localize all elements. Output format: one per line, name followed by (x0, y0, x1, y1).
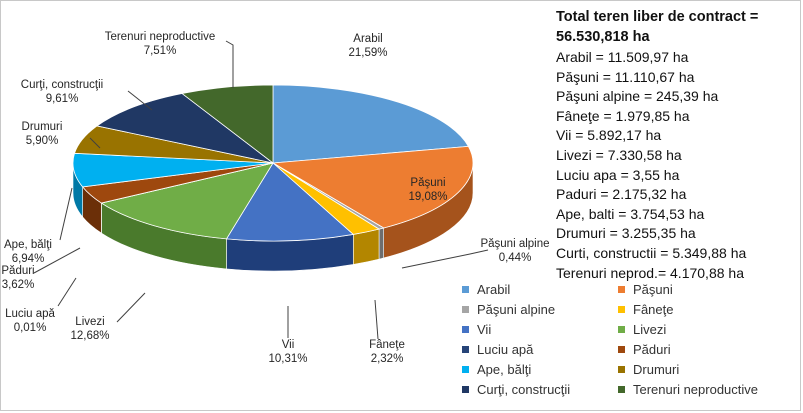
pie-side-2 (378, 227, 384, 260)
pie-slice-5 (100, 162, 274, 240)
legend-swatch (462, 346, 469, 354)
pie-slice-10 (96, 93, 274, 164)
legend-label: Păşuni (633, 282, 673, 297)
data-label-pct-2: 0,44% (499, 252, 532, 264)
pie-tops (72, 84, 474, 242)
leader-line-5 (116, 292, 146, 323)
data-label-pct-9: 5,90% (26, 135, 59, 147)
data-label-name-7: Păduri (1, 265, 34, 277)
pie-side-3 (352, 228, 380, 265)
legend-label: Arabil (477, 282, 511, 297)
summary-line: Drumuri = 3.255,35 ha (556, 225, 696, 242)
data-labels: Arabil 21,59% Păşuni 19,08% Păşuni alpine 0,4… (1, 31, 549, 365)
legend-label: Vii (477, 322, 492, 337)
legend-swatch (462, 386, 469, 394)
leader-line-10 (127, 90, 153, 111)
legend-item: Curţi, construcţii (462, 382, 570, 400)
summary-line: Arabil = 11.509,97 ha (556, 49, 689, 65)
data-label-pct-11: 7,51% (144, 45, 177, 57)
data-label-name-9: Drumuri (22, 121, 63, 133)
data-label-pct-4: 10,31% (268, 353, 307, 365)
total-line-2: 56.530,818 ha (556, 29, 650, 45)
legend-swatch (618, 386, 625, 394)
pie-sides (72, 162, 474, 272)
legend-swatch (462, 366, 469, 374)
legend-swatch (618, 286, 625, 294)
summary-line: Livezi = 7.330,58 ha (556, 146, 682, 163)
pie-slice-11 (181, 84, 274, 164)
leader-line-8 (59, 187, 73, 241)
legend-swatch (462, 326, 469, 334)
data-label-name-1: Păşuni (410, 177, 445, 189)
legend-label: Terenuri neproductive (633, 382, 759, 397)
legend-item: Arabil (462, 282, 510, 300)
legend-label: Ape, bălţi (477, 362, 532, 377)
summary-line: Fâneţe = 1.979,85 ha (556, 107, 690, 124)
leader-line-2 (401, 249, 489, 269)
data-label-name-11: Terenuri neproductive (105, 31, 216, 43)
data-label-pct-0: 21,59% (348, 47, 387, 59)
data-label-pct-6: 0,01% (14, 322, 47, 334)
legend-label: Fâneţe (633, 302, 674, 317)
legend-swatch (618, 346, 625, 354)
legend-label: Păduri (633, 342, 671, 357)
total-line-1: Total teren liber de contract = (556, 9, 759, 25)
leader-line-11 (225, 40, 234, 88)
data-label-pct-7: 3,62% (2, 279, 35, 291)
legend-item: Terenuri neproductive (618, 382, 758, 400)
leader-line-3 (374, 299, 379, 340)
summary-line: Curti, constructii = 5.349,88 ha (556, 244, 747, 261)
data-label-pct-1: 19,08% (408, 191, 447, 203)
summary-line: Terenuri neprod.= 4.170,88 ha (556, 264, 744, 281)
summary-line: Luciu apa = 3,55 ha (556, 166, 680, 183)
leader-lines (33, 40, 489, 340)
legend-label: Păşuni alpine (477, 302, 556, 317)
data-label-pct-8: 6,94% (12, 253, 45, 265)
pie-slice-4 (225, 162, 355, 242)
legend-label: Curţi, construcţii (477, 382, 571, 397)
legend-item: Ape, bălţi (462, 362, 531, 380)
leader-line-6 (57, 277, 77, 307)
summary-line: Vii = 5.892,17 ha (556, 127, 662, 144)
summary-line: Paduri = 2.175,32 ha (556, 186, 687, 203)
legend-swatch (618, 306, 625, 314)
legend-item: Drumuri (618, 362, 679, 380)
summary-line: Păşuni = 11.110,67 ha (556, 68, 695, 85)
leader-line-7 (33, 247, 81, 274)
summary-line: Păşuni alpine = 245,39 ha (556, 88, 719, 105)
legend-label: Drumuri (633, 362, 680, 377)
legend-swatch (462, 306, 469, 314)
data-label-name-6: Luciu apă (5, 308, 55, 320)
pie-slice-0 (272, 84, 470, 164)
data-label-name-0: Arabil (353, 33, 382, 45)
data-label-name-10: Curţi, construcţii (21, 79, 103, 91)
summary-panel: Total teren liber de contract = 56.530,8… (556, 8, 801, 283)
data-label-pct-3: 2,32% (371, 353, 404, 365)
leader-line-9 (89, 137, 101, 149)
legend-item: Păşuni (618, 282, 673, 300)
data-label-name-3: Fâneţe (369, 339, 405, 351)
legend-item: Fâneţe (618, 302, 673, 320)
legend-label: Luciu apă (477, 342, 534, 357)
legend-item: Păduri (618, 342, 671, 360)
data-label-pct-5: 12,68% (70, 330, 109, 342)
data-label-name-4: Vii (282, 339, 295, 351)
legend-label: Livezi (633, 322, 667, 337)
data-label-name-5: Livezi (75, 316, 104, 328)
legend-swatch (618, 326, 625, 334)
data-label-name-8: Ape, bălţi (4, 239, 52, 251)
legend-swatch (618, 366, 625, 374)
legend-item: Vii (462, 322, 491, 340)
legend-item: Livezi (618, 322, 666, 340)
legend-item: Păşuni alpine (462, 302, 555, 320)
pie-slice-1 (271, 145, 474, 229)
data-label-name-2: Păşuni alpine (480, 238, 549, 250)
data-label-pct-10: 9,61% (46, 93, 79, 105)
legend-swatch (462, 286, 469, 294)
summary-line: Ape, balti = 3.754,53 ha (556, 205, 705, 222)
legend-item: Luciu apă (462, 342, 533, 360)
